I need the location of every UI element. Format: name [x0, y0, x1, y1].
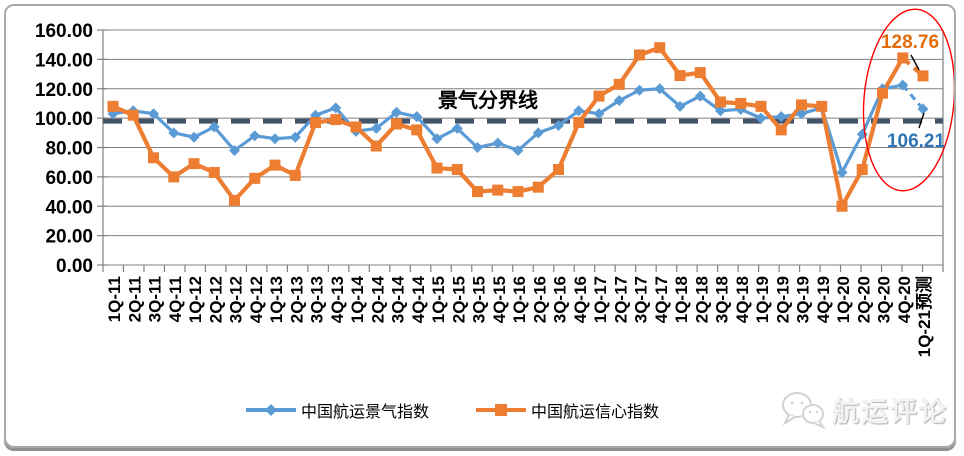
svg-text:4Q-16: 4Q-16 [571, 276, 590, 323]
svg-text:3Q-12: 3Q-12 [227, 276, 246, 323]
chat-bubbles-icon [782, 391, 826, 429]
svg-text:128.76: 128.76 [881, 32, 939, 53]
chart-legend: 中国航运景气指数 中国航运信心指数 [0, 398, 934, 422]
svg-text:4Q-15: 4Q-15 [490, 276, 509, 323]
svg-text:1Q-17: 1Q-17 [591, 276, 610, 323]
svg-text:4Q-14: 4Q-14 [409, 275, 428, 323]
line-chart: 0.00 20.00 40.00 60.00 80.00 100.00 120.00 140.… [35, 8, 956, 357]
svg-text:景气分界线: 景气分界线 [438, 88, 538, 112]
svg-text:2Q-20: 2Q-20 [854, 276, 873, 323]
legend-label-confidence: 中国航运信心指数 [531, 404, 660, 421]
svg-text:3Q-14: 3Q-14 [389, 275, 408, 323]
svg-text:2Q-16: 2Q-16 [530, 276, 549, 323]
svg-text:2Q-13: 2Q-13 [287, 276, 306, 323]
svg-text:140.00: 140.00 [35, 50, 93, 71]
svg-text:80.00: 80.00 [45, 139, 93, 160]
svg-text:106.21: 106.21 [887, 131, 946, 152]
svg-text:1Q-21预测: 1Q-21预测 [914, 276, 934, 357]
svg-text:3Q-16: 3Q-16 [551, 276, 570, 323]
svg-text:4Q-11: 4Q-11 [166, 276, 185, 322]
svg-text:1Q-11: 1Q-11 [105, 276, 124, 322]
svg-text:1Q-15: 1Q-15 [429, 276, 448, 323]
svg-text:20.00: 20.00 [45, 227, 93, 248]
svg-text:4Q-17: 4Q-17 [652, 276, 671, 323]
svg-text:100.00: 100.00 [35, 109, 93, 130]
svg-text:4Q-18: 4Q-18 [733, 276, 752, 323]
svg-text:1Q-20: 1Q-20 [834, 276, 853, 323]
svg-text:3Q-17: 3Q-17 [632, 276, 651, 323]
svg-text:4Q-13: 4Q-13 [328, 276, 347, 323]
svg-text:4Q-19: 4Q-19 [814, 276, 833, 323]
svg-text:1Q-13: 1Q-13 [267, 276, 286, 323]
svg-text:60.00: 60.00 [45, 168, 93, 189]
legend-item-prosperity-index: 中国航运景气指数 [245, 398, 429, 422]
svg-text:2Q-19: 2Q-19 [773, 276, 792, 323]
svg-text:4Q-20: 4Q-20 [895, 276, 914, 323]
svg-text:2Q-15: 2Q-15 [449, 276, 468, 323]
svg-text:1Q-12: 1Q-12 [186, 276, 205, 323]
svg-text:0.00: 0.00 [56, 256, 93, 277]
legend-item-confidence-index: 中国航运信心指数 [475, 398, 659, 422]
svg-text:4Q-12: 4Q-12 [247, 276, 266, 323]
svg-text:3Q-11: 3Q-11 [146, 276, 165, 322]
svg-text:3Q-18: 3Q-18 [713, 276, 732, 323]
svg-text:3Q-15: 3Q-15 [470, 276, 489, 323]
svg-text:2Q-17: 2Q-17 [611, 276, 630, 323]
svg-text:3Q-19: 3Q-19 [794, 276, 813, 323]
svg-text:160.00: 160.00 [35, 21, 93, 42]
svg-text:2Q-12: 2Q-12 [206, 276, 225, 323]
svg-text:40.00: 40.00 [45, 197, 93, 218]
svg-text:120.00: 120.00 [35, 80, 93, 101]
svg-text:2Q-11: 2Q-11 [125, 276, 144, 322]
svg-text:3Q-13: 3Q-13 [308, 276, 327, 323]
svg-text:2Q-18: 2Q-18 [692, 276, 711, 323]
svg-text:1Q-16: 1Q-16 [510, 276, 529, 323]
legend-label-prosperity: 中国航运景气指数 [300, 404, 429, 421]
svg-text:1Q-14: 1Q-14 [348, 275, 367, 323]
svg-text:2Q-14: 2Q-14 [368, 275, 387, 323]
svg-text:1Q-19: 1Q-19 [753, 276, 772, 323]
legend-line-diamond-icon [245, 404, 296, 416]
watermark-shipping-review: 航运评论 [780, 390, 948, 429]
svg-text:1Q-18: 1Q-18 [672, 276, 691, 323]
legend-line-square-icon [476, 404, 526, 416]
svg-text:3Q-20: 3Q-20 [875, 276, 894, 323]
watermark-text: 航运评论 [832, 397, 948, 427]
